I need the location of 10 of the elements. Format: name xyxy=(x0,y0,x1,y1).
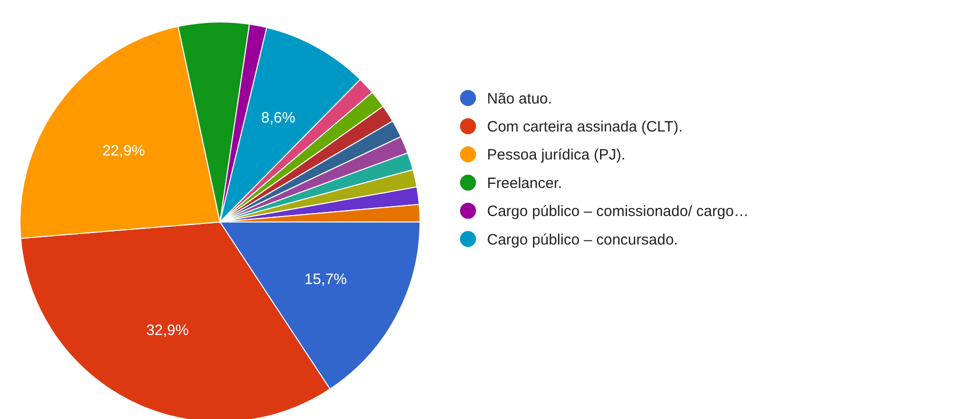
data-label: 15,7% xyxy=(304,271,347,288)
legend-label: Freelancer. xyxy=(487,174,562,192)
legend-label: Pessoa jurídica (PJ). xyxy=(487,146,626,164)
legend-label: Com carteira assinada (CLT). xyxy=(487,118,683,136)
legend-label: Não atuo. xyxy=(487,90,552,108)
data-label: 22,9% xyxy=(102,142,145,160)
data-label: 32,9% xyxy=(146,322,189,340)
legend-label: Cargo público – comissionado/ cargo… xyxy=(487,203,749,220)
data-label: 8,6% xyxy=(261,109,296,126)
legend-label: Cargo público – concursado. xyxy=(487,231,678,248)
